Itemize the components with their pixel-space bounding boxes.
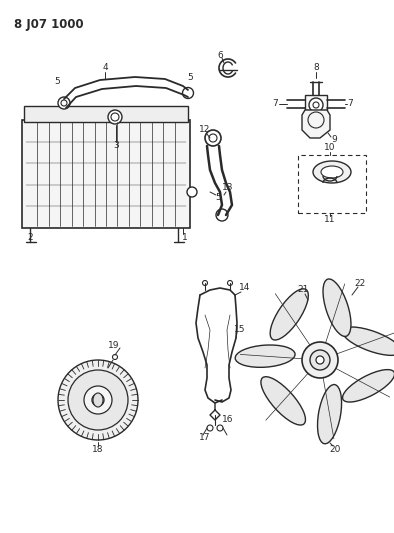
Circle shape	[111, 113, 119, 121]
Circle shape	[205, 130, 221, 146]
Ellipse shape	[313, 161, 351, 183]
Circle shape	[187, 187, 197, 197]
Text: 14: 14	[239, 284, 251, 293]
Ellipse shape	[235, 345, 295, 367]
Circle shape	[203, 280, 208, 286]
Bar	[305, 95, 327, 110]
Text: 5: 5	[215, 193, 221, 203]
Circle shape	[227, 280, 232, 286]
Circle shape	[308, 112, 324, 128]
Text: 5: 5	[187, 74, 193, 83]
Bar	[24, 106, 188, 122]
Bar	[298, 155, 366, 213]
Text: 17: 17	[199, 432, 211, 441]
Circle shape	[61, 100, 67, 106]
Text: 7: 7	[347, 100, 353, 109]
Text: 2: 2	[27, 233, 33, 243]
Circle shape	[84, 386, 112, 414]
Ellipse shape	[318, 384, 342, 444]
Text: 19: 19	[108, 341, 120, 350]
Circle shape	[217, 425, 223, 431]
Text: 10: 10	[324, 143, 336, 152]
Text: 22: 22	[354, 279, 366, 287]
Text: 21: 21	[297, 286, 309, 295]
Text: 20: 20	[329, 446, 341, 455]
Circle shape	[207, 425, 213, 431]
Text: 3: 3	[113, 141, 119, 149]
Circle shape	[309, 98, 323, 112]
Ellipse shape	[342, 327, 394, 356]
Text: 11: 11	[324, 215, 336, 224]
Text: 8: 8	[313, 63, 319, 72]
Text: 8 J07 1000: 8 J07 1000	[14, 18, 84, 31]
Text: 5: 5	[54, 77, 60, 86]
Circle shape	[302, 342, 338, 378]
Text: 15: 15	[234, 326, 246, 335]
Text: 9: 9	[331, 135, 337, 144]
Circle shape	[58, 97, 70, 109]
Ellipse shape	[261, 377, 305, 425]
Bar	[22, 120, 190, 228]
Text: 6: 6	[217, 51, 223, 60]
Circle shape	[313, 102, 319, 108]
Circle shape	[58, 360, 138, 440]
Circle shape	[216, 209, 228, 221]
Text: 16: 16	[222, 416, 234, 424]
Text: 7: 7	[272, 100, 278, 109]
Polygon shape	[302, 110, 330, 138]
Text: 4: 4	[102, 63, 108, 72]
Ellipse shape	[93, 393, 103, 407]
Ellipse shape	[321, 166, 343, 178]
Circle shape	[92, 394, 104, 406]
Ellipse shape	[323, 279, 351, 336]
Text: 1: 1	[182, 233, 188, 243]
Text: 18: 18	[92, 446, 104, 455]
Circle shape	[316, 356, 324, 364]
Circle shape	[310, 350, 330, 370]
Circle shape	[182, 87, 193, 99]
Text: 13: 13	[222, 183, 234, 192]
Circle shape	[209, 134, 217, 142]
Ellipse shape	[270, 289, 309, 340]
Circle shape	[108, 110, 122, 124]
Circle shape	[68, 370, 128, 430]
Ellipse shape	[342, 369, 394, 402]
Text: 12: 12	[199, 125, 211, 134]
Circle shape	[113, 354, 117, 359]
